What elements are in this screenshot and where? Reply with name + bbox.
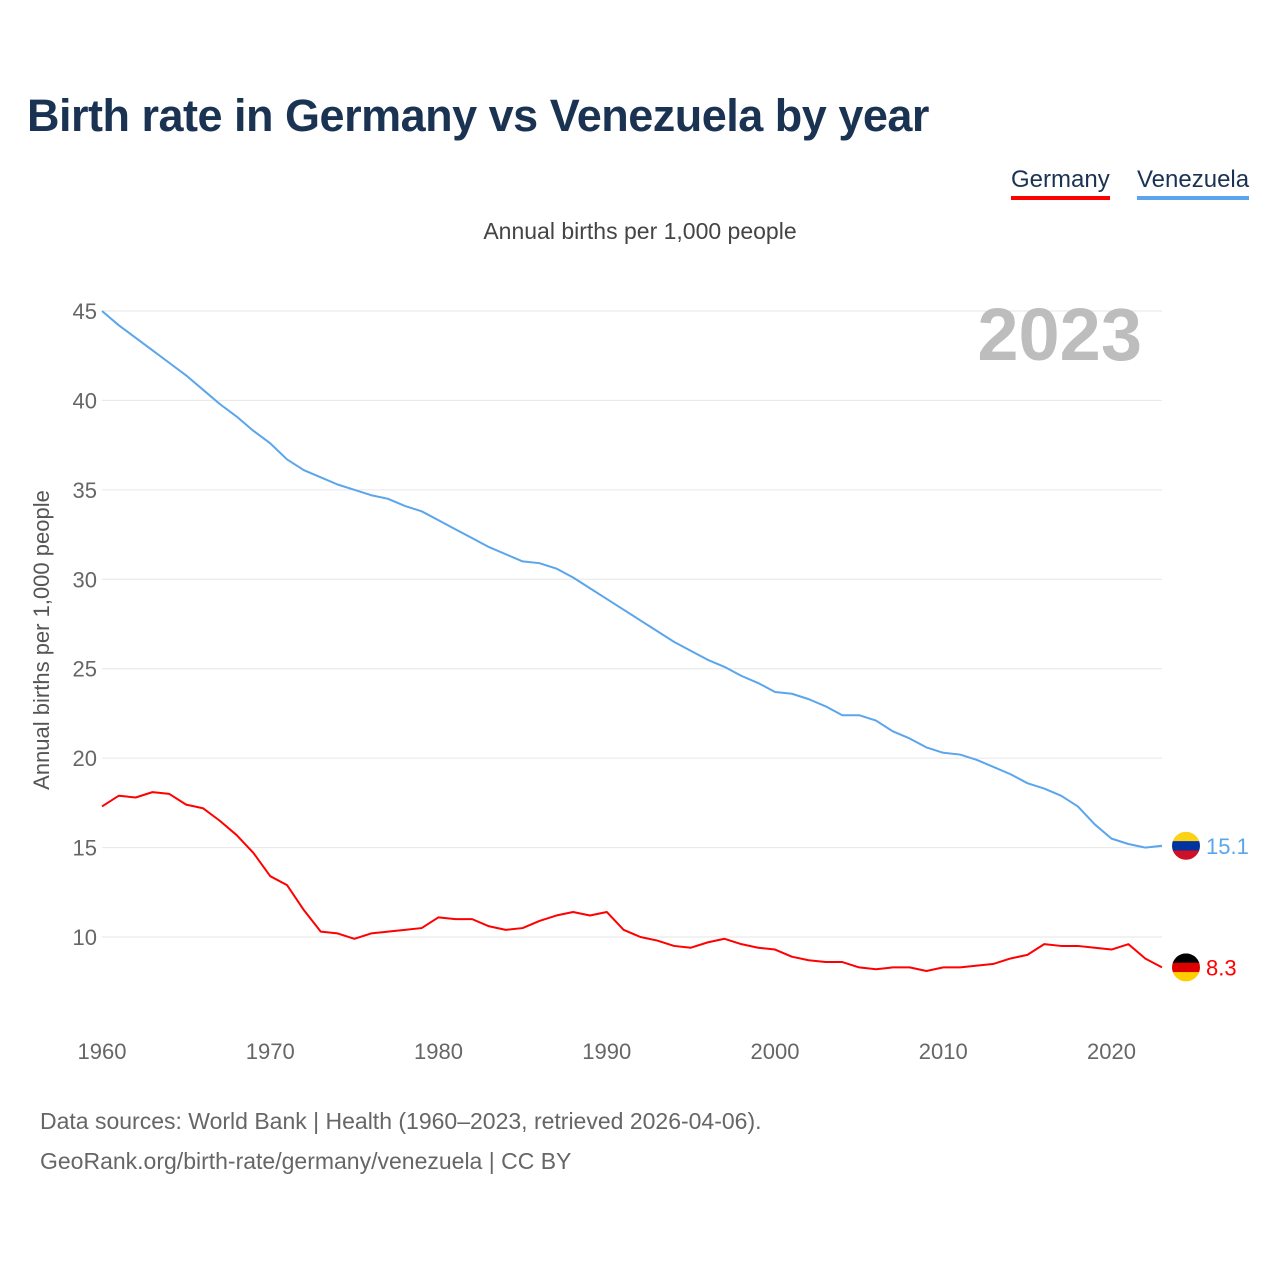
- y-tick-label: 25: [73, 657, 97, 682]
- year-display: 2023: [977, 293, 1142, 376]
- end-value-label-germany: 8.3: [1206, 955, 1237, 980]
- x-tick-label: 2000: [751, 1039, 800, 1064]
- x-tick-label: 1960: [78, 1039, 127, 1064]
- y-tick-label: 40: [73, 388, 97, 413]
- chart-subtitle: Annual births per 1,000 people: [483, 218, 797, 244]
- y-tick-label: 35: [73, 478, 97, 503]
- venezuela-flag-icon: [1172, 831, 1200, 860]
- source-line-2[interactable]: GeoRank.org/birth-rate/germany/venezuela…: [40, 1148, 572, 1174]
- source-line-1: Data sources: World Bank | Health (1960–…: [40, 1108, 762, 1134]
- x-tick-label: 2010: [919, 1039, 968, 1064]
- legend-venezuela[interactable]: Venezuela: [1137, 166, 1250, 200]
- series-line-germany: [101, 791, 1163, 972]
- y-tick-label: 10: [73, 925, 97, 950]
- x-tick-label: 1980: [414, 1039, 463, 1064]
- legend-germany[interactable]: Germany: [1011, 166, 1110, 200]
- end-value-label-venezuela: 15.1: [1206, 834, 1249, 859]
- x-tick-label: 1970: [246, 1039, 295, 1064]
- y-tick-label: 20: [73, 746, 97, 771]
- x-tick-label: 2020: [1087, 1039, 1136, 1064]
- y-tick-label: 45: [73, 299, 97, 324]
- x-tick-label: 1990: [582, 1039, 631, 1064]
- y-tick-label: 30: [73, 567, 97, 592]
- y-tick-label: 15: [73, 836, 97, 861]
- chart-title: Birth rate in Germany vs Venezuela by ye…: [27, 90, 929, 141]
- germany-flag-icon: [1172, 953, 1200, 982]
- series-line-venezuela: [101, 310, 1163, 849]
